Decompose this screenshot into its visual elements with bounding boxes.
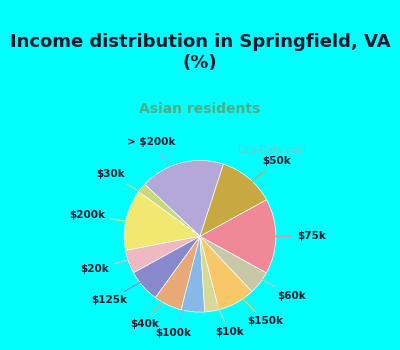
Text: $10k: $10k	[209, 287, 244, 337]
Text: Income distribution in Springfield, VA
(%): Income distribution in Springfield, VA (…	[10, 33, 390, 72]
Text: $125k: $125k	[91, 270, 161, 306]
Wedge shape	[200, 164, 266, 236]
Wedge shape	[156, 236, 200, 310]
Text: $200k: $200k	[69, 210, 149, 225]
Text: $50k: $50k	[234, 156, 291, 196]
Wedge shape	[200, 236, 252, 310]
Text: $100k: $100k	[155, 288, 194, 338]
Text: $150k: $150k	[226, 281, 283, 327]
Text: > $200k: > $200k	[128, 137, 186, 186]
Text: $20k: $20k	[80, 254, 151, 274]
Wedge shape	[200, 236, 219, 312]
Text: $75k: $75k	[252, 231, 326, 241]
Wedge shape	[124, 192, 200, 251]
Wedge shape	[134, 236, 200, 298]
Wedge shape	[145, 160, 224, 236]
Wedge shape	[200, 200, 276, 273]
Text: City-Data.com: City-Data.com	[237, 145, 307, 155]
Wedge shape	[181, 236, 205, 312]
Text: $60k: $60k	[241, 268, 306, 301]
Wedge shape	[139, 184, 200, 236]
Text: $30k: $30k	[96, 169, 160, 203]
Wedge shape	[126, 236, 200, 273]
Text: Asian residents: Asian residents	[139, 102, 261, 116]
Text: $40k: $40k	[130, 283, 177, 329]
Wedge shape	[200, 236, 266, 292]
